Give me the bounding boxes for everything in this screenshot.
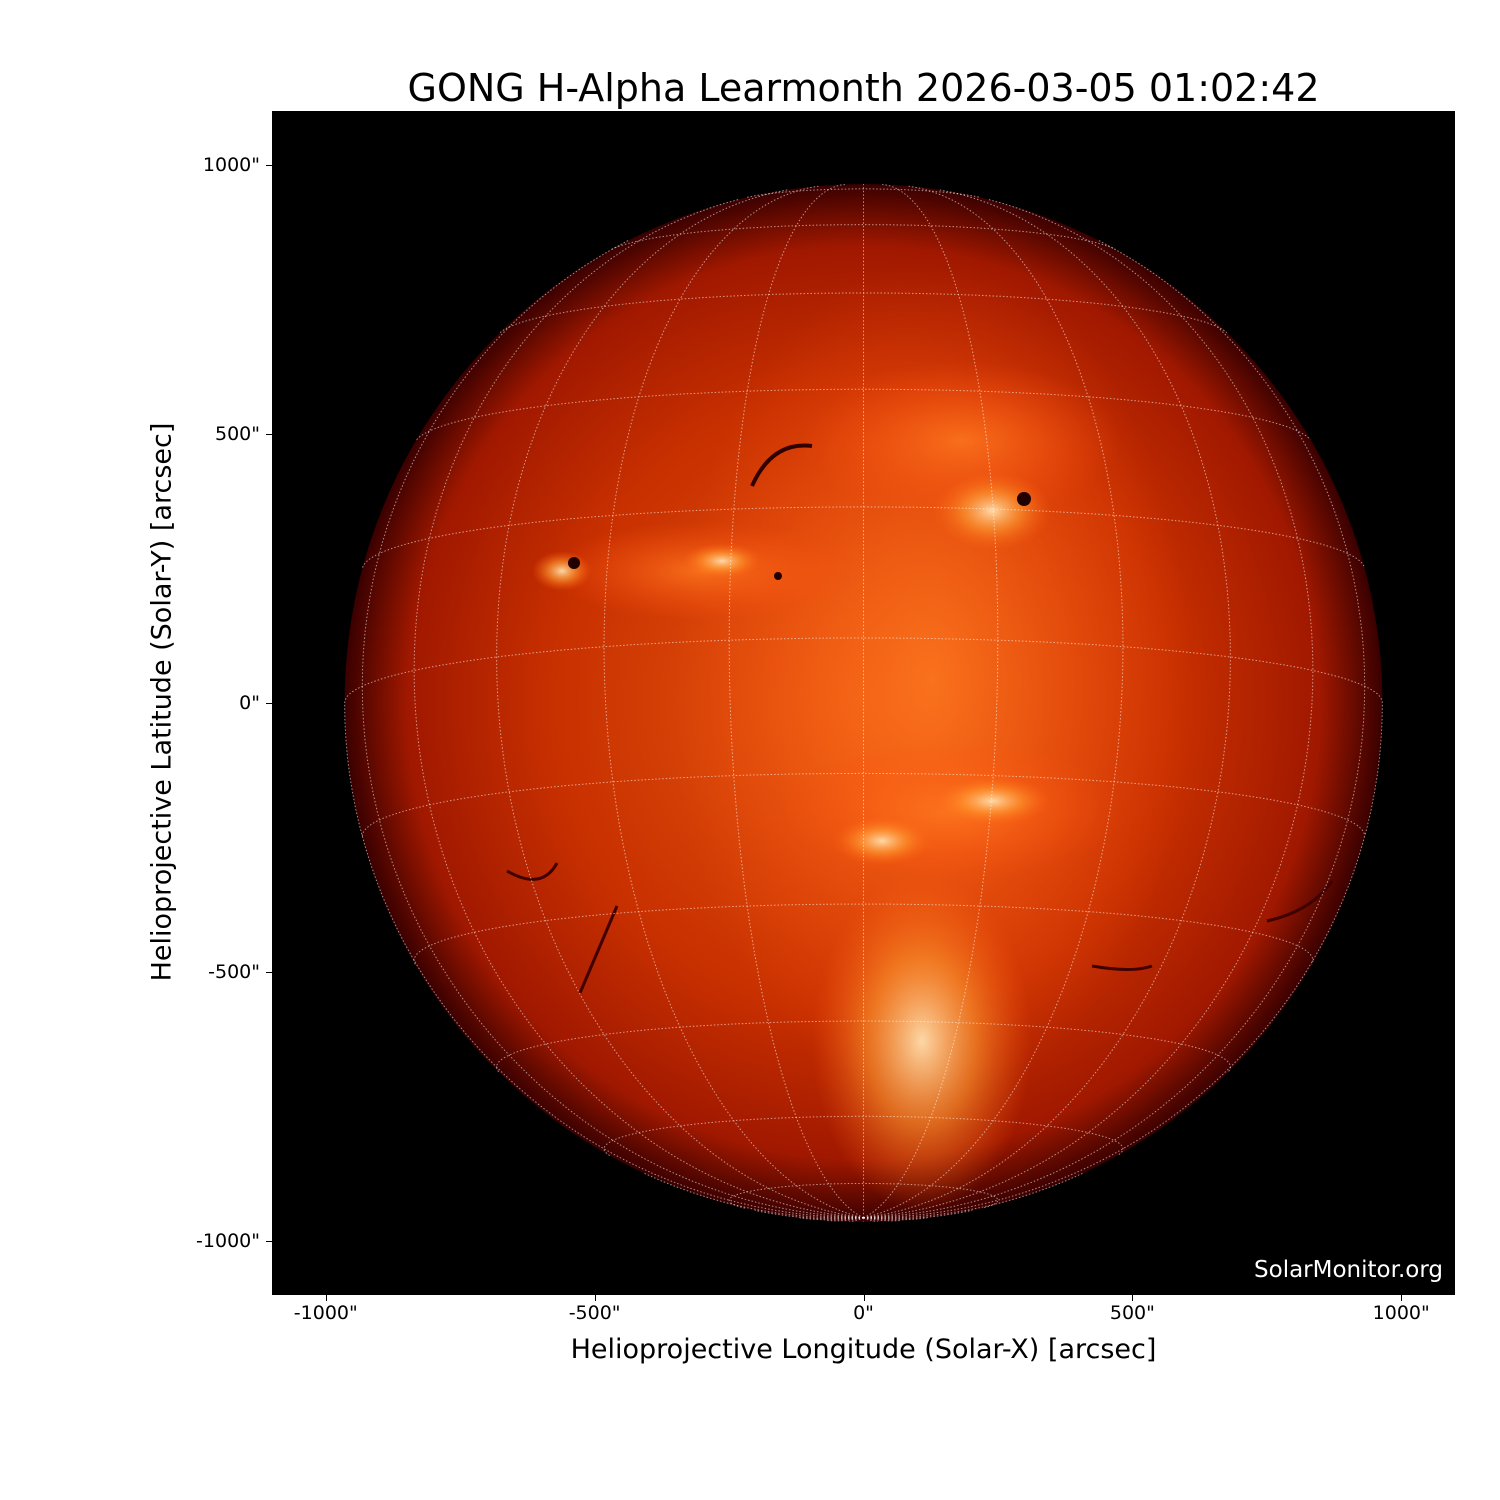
solar-disk-image — [344, 184, 1383, 1223]
grid-line — [863, 189, 1231, 1219]
grid-line — [754, 1209, 864, 1220]
grid-line — [747, 188, 980, 198]
plot-title: GONG H-Alpha Learmonth 2026-03-05 01:02:… — [407, 66, 1320, 110]
grid-line — [863, 1209, 973, 1220]
grid-line — [413, 903, 1314, 965]
x-axis-label: Helioprojective Longitude (Solar-X) [arc… — [570, 1334, 1157, 1365]
grid-line — [863, 1217, 878, 1223]
grid-line — [496, 1020, 1231, 1073]
y-tick-mark — [266, 703, 272, 704]
y-tick-mark — [266, 164, 272, 166]
watermark: SolarMonitor.org — [1254, 1257, 1443, 1283]
y-tick-label: 0" — [239, 692, 260, 714]
heliographic-grid — [344, 184, 1383, 1223]
grid-line — [863, 1217, 900, 1222]
grid-line — [413, 198, 864, 1219]
grid-line — [361, 240, 864, 1219]
x-tick-mark — [1132, 1295, 1134, 1301]
grid-line — [611, 224, 1116, 250]
grid-line — [416, 388, 1311, 441]
x-tick-label: 1000" — [1372, 1302, 1430, 1324]
grid-line — [863, 185, 1124, 1219]
solar-image-axes: SolarMonitor.org — [272, 111, 1455, 1295]
y-tick-mark — [266, 1241, 272, 1243]
grid-line — [863, 1217, 928, 1221]
grid-line — [728, 184, 864, 1219]
grid-line — [863, 184, 999, 1219]
grid-line — [863, 240, 1366, 1219]
grid-line — [863, 1172, 1084, 1219]
grid-line — [863, 198, 1314, 1219]
grid-line — [496, 189, 864, 1219]
y-tick-label: -1000" — [196, 1230, 260, 1253]
grid-line — [643, 1172, 864, 1219]
grid-line — [362, 506, 1365, 568]
y-axis-label: Helioprojective Latitude (Solar-Y) [arcs… — [146, 422, 178, 982]
y-tick-mark — [266, 433, 272, 435]
grid-line — [849, 1217, 864, 1223]
grid-line — [344, 702, 864, 1219]
x-tick-mark — [1401, 1295, 1403, 1301]
grid-line — [603, 1115, 1124, 1157]
x-tick-label: 500" — [1109, 1302, 1155, 1324]
x-tick-label: 0" — [853, 1302, 874, 1324]
grid-line — [603, 185, 864, 1219]
y-tick-mark — [266, 972, 272, 974]
y-tick-label: 1000" — [202, 153, 260, 176]
y-tick-label: -500" — [208, 961, 260, 984]
x-tick-mark — [863, 1295, 865, 1301]
grid-line — [827, 1217, 864, 1222]
x-tick-label: -1000" — [293, 1302, 358, 1324]
grid-line — [361, 772, 1366, 837]
x-tick-label: -500" — [568, 1302, 621, 1324]
x-tick-mark — [325, 1295, 327, 1301]
chromospheric-features — [506, 261, 1334, 1211]
x-tick-mark — [594, 1295, 596, 1301]
grid-line — [499, 292, 1228, 333]
grid-line — [799, 1217, 864, 1221]
y-tick-label: 500" — [214, 422, 260, 445]
